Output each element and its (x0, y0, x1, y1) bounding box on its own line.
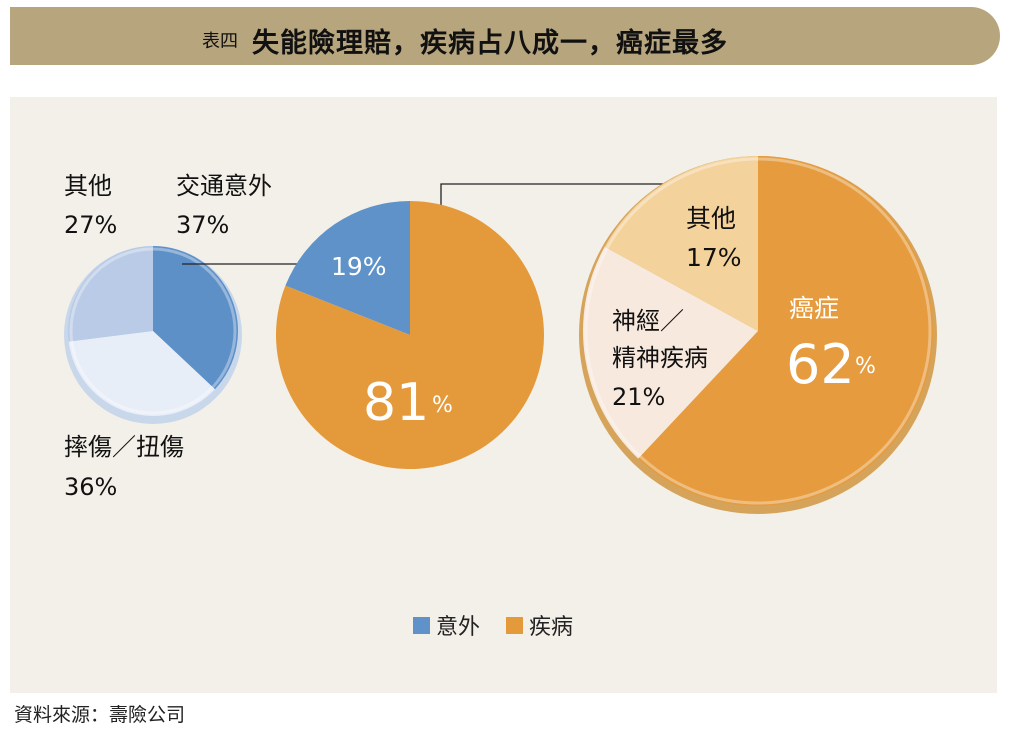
label-right-neuro-line2: 精神疾病 (612, 344, 708, 372)
legend: 意外 疾病 (413, 609, 599, 641)
label-right-other-pct: 17% (686, 243, 742, 272)
legend-label-accident: 意外 (436, 615, 481, 640)
label-main-disease-pct: % (432, 393, 453, 418)
title-bar: 表四 失能險理賠，疾病占八成一，癌症最多 (10, 7, 1000, 65)
label-right-other-name: 其他 (686, 204, 736, 233)
pie-small-slice-0 (153, 246, 239, 390)
pie-accident-breakdown (64, 246, 242, 424)
pie-disease-breakdown (579, 156, 937, 514)
pie-small-highlight (69, 247, 237, 415)
pie-main-slice-0 (285, 201, 410, 335)
label-right-cancer-num: 62 (786, 333, 855, 396)
legend-swatch-disease (506, 616, 524, 634)
label-right-neuro-pct: 21% (612, 383, 665, 411)
pie-small-slice-1 (68, 331, 215, 417)
label-right-cancer-name: 癌症 (789, 294, 839, 323)
legend-item-accident: 意外 (413, 609, 480, 641)
pie-small-slice-2 (68, 246, 153, 342)
source-note: 資料來源：壽險公司 (14, 704, 186, 726)
label-small-traffic-pct: 37% (176, 211, 229, 239)
label-small-other-pct: 27% (64, 211, 117, 239)
legend-swatch-accident (413, 616, 430, 634)
pie-right-slice-2 (604, 156, 758, 331)
pie-main-slice-1 (275, 201, 544, 470)
pie-right-slice-1 (582, 246, 758, 459)
label-main-accident-pct: 19% (331, 252, 387, 281)
label-small-other-name: 其他 (64, 172, 112, 200)
label-right-neuro-line1: 神經／ (612, 307, 684, 335)
label-small-fall-pct: 36% (64, 473, 117, 501)
label-small-traffic-name: 交通意外 (176, 172, 272, 200)
pie-right-slice-0 (638, 156, 933, 506)
label-main-disease-num: 81 (363, 373, 429, 433)
pie-right-highlight (584, 157, 932, 505)
page-title: 失能險理賠，疾病占八成一，癌症最多 (252, 28, 728, 59)
legend-label-disease: 疾病 (529, 615, 574, 640)
label-right-cancer-pct: % (855, 354, 876, 379)
pie-main (275, 201, 544, 470)
legend-item-disease: 疾病 (506, 609, 573, 641)
label-small-fall-name: 摔傷／扭傷 (64, 433, 184, 461)
title-prefix: 表四 (202, 31, 238, 52)
